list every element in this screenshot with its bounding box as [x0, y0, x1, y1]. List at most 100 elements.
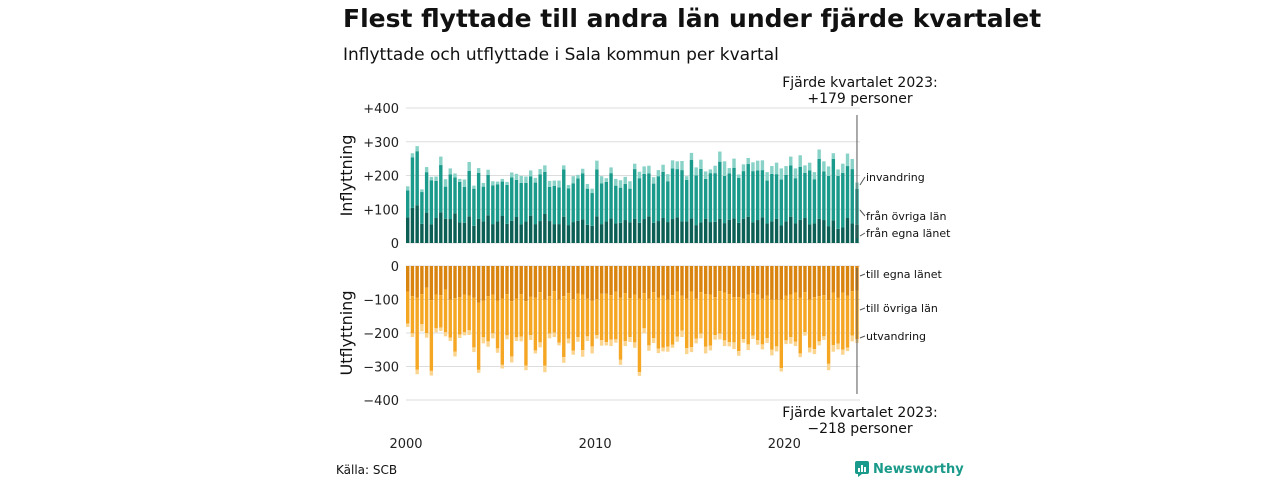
bar-segment: [779, 179, 784, 226]
bar-segment: [495, 181, 500, 185]
bar-segment: [585, 224, 590, 243]
bar-segment: [585, 336, 590, 342]
bar-segment: [462, 266, 467, 295]
bar-segment: [514, 179, 519, 218]
bar-segment: [595, 160, 599, 170]
bar-segment: [434, 266, 438, 295]
y-tick-label: −400: [363, 394, 399, 409]
bar-segment: [694, 225, 698, 243]
bar-segment: [547, 221, 552, 243]
bar-segment: [552, 224, 557, 243]
series-label: till egna länet: [866, 268, 942, 281]
bar-segment: [689, 266, 694, 292]
bar-segment: [609, 266, 613, 296]
bar-segment: [476, 302, 481, 370]
brand-name: Newsworthy: [873, 461, 964, 477]
bar-segment: [666, 266, 670, 300]
bar-segment: [462, 332, 467, 336]
bar-segment: [661, 171, 665, 219]
bar-segment: [793, 223, 798, 243]
newsworthy-icon: [855, 461, 869, 477]
bar-segment: [670, 266, 675, 296]
bar-segment: [439, 212, 443, 243]
bar-segment: [656, 297, 661, 349]
bar-segment: [599, 340, 604, 346]
bar-segment: [746, 157, 750, 165]
bar-segment: [618, 359, 623, 365]
series-label: utvandring: [866, 330, 926, 343]
bar-segment: [845, 166, 850, 219]
bar-segment: [831, 153, 836, 159]
bar-segment: [661, 295, 665, 348]
bar-segment: [533, 182, 538, 225]
bar-segment: [789, 337, 793, 344]
bar-segment: [562, 357, 566, 363]
bar-segment: [822, 220, 826, 243]
bar-segment: [552, 291, 557, 333]
bar-segment: [543, 171, 547, 214]
bar-segment: [817, 158, 821, 219]
bar-segment: [467, 330, 471, 336]
bar-segment: [623, 183, 627, 221]
bar-segment: [410, 333, 415, 338]
bar-segment: [789, 216, 793, 243]
bar-segment: [812, 266, 817, 298]
bar-segment: [557, 266, 561, 300]
bar-segment: [609, 167, 613, 174]
bar-segment: [812, 349, 817, 355]
bar-segment: [410, 207, 415, 243]
bar-segment: [495, 348, 500, 353]
series-label-leader: [859, 232, 866, 237]
bar-segment: [491, 294, 495, 334]
bar-segment: [737, 174, 741, 178]
bar-segment: [524, 266, 528, 302]
bar-segment: [505, 181, 509, 185]
bar-segment: [514, 298, 519, 338]
bar-segment: [439, 327, 443, 331]
bar-segment: [618, 297, 623, 360]
bar-segment: [566, 184, 571, 189]
bar-segment: [533, 266, 538, 298]
bar-segment: [741, 266, 746, 299]
bar-segment: [689, 347, 694, 353]
bar-segment: [562, 165, 566, 170]
bar-segment: [789, 294, 793, 338]
bar-segment: [675, 169, 679, 218]
bar-segment: [722, 161, 727, 176]
bar-segment: [538, 292, 542, 343]
bar-segment: [746, 266, 750, 295]
bar-segment: [637, 222, 642, 243]
series-label: från övriga län: [866, 210, 946, 223]
bar-segment: [434, 328, 438, 333]
bar-segment: [552, 266, 557, 292]
bar-segment: [661, 266, 665, 296]
bar-segment: [779, 266, 784, 300]
bar-segment: [443, 266, 448, 290]
bar-segment: [599, 293, 604, 341]
bar-segment: [675, 291, 679, 337]
bar-segment: [472, 266, 476, 298]
bar-segment: [481, 300, 486, 338]
bar-segment: [595, 169, 599, 217]
bar-segment: [770, 299, 774, 350]
bar-segment: [708, 222, 713, 243]
bar-segment: [713, 173, 717, 222]
bar-segment: [826, 175, 831, 227]
bar-segment: [434, 180, 438, 219]
bar-segment: [424, 167, 429, 173]
bar-segment: [826, 226, 831, 244]
y-tick-label: +100: [363, 203, 399, 218]
bar-segment: [703, 218, 708, 243]
bar-segment: [576, 266, 580, 294]
bar-segment: [571, 350, 575, 355]
bar-segment: [590, 225, 594, 243]
bar-segment: [453, 266, 457, 299]
bar-segment: [841, 227, 845, 243]
bar-segment: [841, 266, 845, 293]
bar-segment: [836, 343, 840, 350]
y-tick-label: 0: [391, 260, 399, 275]
bar-segment: [694, 167, 698, 176]
bar-segment: [770, 173, 774, 222]
bar-segment: [500, 298, 504, 365]
bar-segment: [647, 216, 651, 243]
